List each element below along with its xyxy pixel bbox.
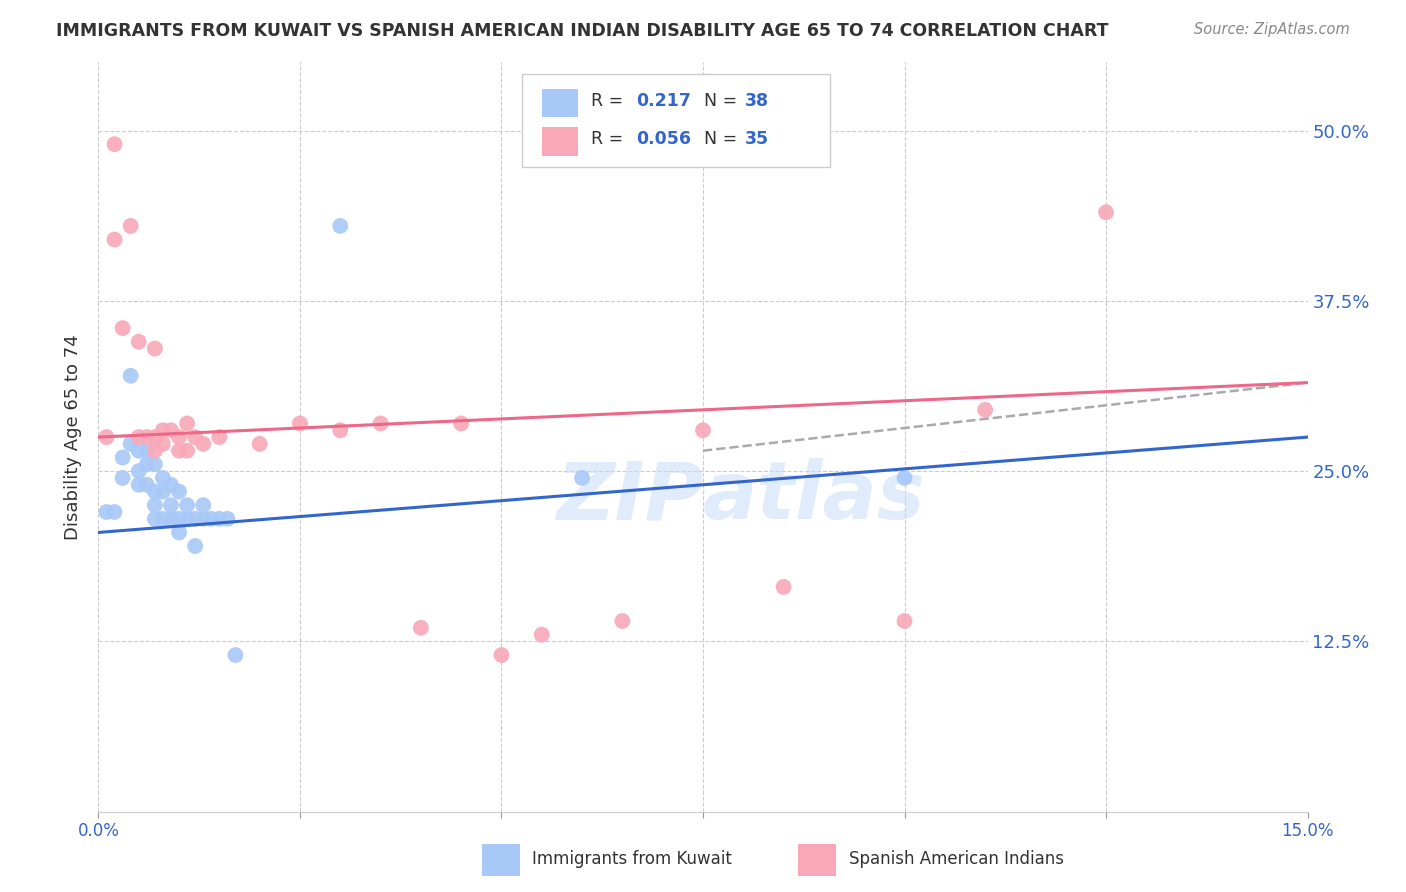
Point bbox=[893, 614, 915, 628]
Point bbox=[143, 484, 166, 499]
Point bbox=[893, 471, 915, 485]
Text: 35: 35 bbox=[745, 130, 769, 148]
Point bbox=[143, 512, 166, 526]
Point bbox=[143, 342, 166, 356]
Text: Spanish American Indians: Spanish American Indians bbox=[849, 849, 1063, 868]
Point bbox=[143, 498, 166, 512]
Point bbox=[111, 471, 134, 485]
Point bbox=[128, 334, 150, 349]
Point bbox=[111, 450, 134, 465]
Point bbox=[772, 580, 794, 594]
Point bbox=[120, 437, 142, 451]
Point bbox=[288, 417, 311, 431]
Point bbox=[249, 437, 271, 451]
Point bbox=[370, 417, 392, 431]
Point bbox=[135, 443, 157, 458]
Point bbox=[135, 477, 157, 491]
Point bbox=[135, 458, 157, 472]
Point bbox=[571, 471, 593, 485]
Point bbox=[167, 443, 190, 458]
Point bbox=[128, 430, 150, 444]
Text: IMMIGRANTS FROM KUWAIT VS SPANISH AMERICAN INDIAN DISABILITY AGE 65 TO 74 CORREL: IMMIGRANTS FROM KUWAIT VS SPANISH AMERIC… bbox=[56, 22, 1109, 40]
Point bbox=[152, 437, 174, 451]
Point bbox=[491, 648, 513, 662]
Point bbox=[160, 498, 183, 512]
Point bbox=[152, 484, 174, 499]
Point bbox=[1095, 205, 1118, 219]
Text: Source: ZipAtlas.com: Source: ZipAtlas.com bbox=[1194, 22, 1350, 37]
Point bbox=[103, 137, 125, 152]
Point bbox=[184, 512, 207, 526]
Text: 0.056: 0.056 bbox=[637, 130, 692, 148]
Point bbox=[167, 430, 190, 444]
Text: 38: 38 bbox=[745, 92, 769, 110]
Point bbox=[111, 321, 134, 335]
Text: R =: R = bbox=[591, 92, 628, 110]
Point bbox=[612, 614, 634, 628]
Point bbox=[193, 498, 215, 512]
Point bbox=[217, 512, 239, 526]
Point bbox=[224, 648, 246, 662]
Point bbox=[974, 402, 997, 417]
Point bbox=[128, 464, 150, 478]
Bar bbox=[799, 844, 835, 876]
Point bbox=[167, 525, 190, 540]
Point bbox=[530, 627, 553, 641]
Point bbox=[120, 368, 142, 383]
Point bbox=[176, 417, 198, 431]
Text: Immigrants from Kuwait: Immigrants from Kuwait bbox=[533, 849, 733, 868]
Point bbox=[103, 233, 125, 247]
Point bbox=[128, 443, 150, 458]
FancyBboxPatch shape bbox=[522, 74, 830, 168]
Point bbox=[152, 471, 174, 485]
Point bbox=[167, 484, 190, 499]
Text: atlas: atlas bbox=[703, 458, 925, 536]
Point bbox=[143, 443, 166, 458]
FancyBboxPatch shape bbox=[543, 88, 578, 117]
Point bbox=[160, 423, 183, 437]
Point bbox=[692, 423, 714, 437]
Point bbox=[200, 512, 222, 526]
Point bbox=[128, 477, 150, 491]
Point bbox=[176, 443, 198, 458]
Point bbox=[167, 512, 190, 526]
Point bbox=[96, 430, 118, 444]
Point bbox=[176, 512, 198, 526]
Point bbox=[184, 539, 207, 553]
Y-axis label: Disability Age 65 to 74: Disability Age 65 to 74 bbox=[65, 334, 83, 540]
Bar bbox=[481, 844, 520, 876]
Text: N =: N = bbox=[704, 130, 738, 148]
Text: R =: R = bbox=[591, 130, 623, 148]
Point bbox=[193, 512, 215, 526]
Point bbox=[409, 621, 432, 635]
Point bbox=[176, 498, 198, 512]
Point bbox=[329, 219, 352, 233]
Point bbox=[450, 417, 472, 431]
Point bbox=[143, 430, 166, 444]
Point bbox=[120, 219, 142, 233]
Point bbox=[96, 505, 118, 519]
Point bbox=[193, 437, 215, 451]
Point bbox=[152, 512, 174, 526]
Point bbox=[135, 430, 157, 444]
Text: N =: N = bbox=[704, 92, 738, 110]
Point bbox=[208, 430, 231, 444]
Point bbox=[160, 512, 183, 526]
Text: 0.217: 0.217 bbox=[637, 92, 692, 110]
Point bbox=[152, 423, 174, 437]
FancyBboxPatch shape bbox=[543, 128, 578, 156]
Text: ZIP: ZIP bbox=[555, 458, 703, 536]
Point bbox=[184, 430, 207, 444]
Point bbox=[160, 477, 183, 491]
Point bbox=[103, 505, 125, 519]
Point bbox=[329, 423, 352, 437]
Point bbox=[208, 512, 231, 526]
Point bbox=[143, 458, 166, 472]
